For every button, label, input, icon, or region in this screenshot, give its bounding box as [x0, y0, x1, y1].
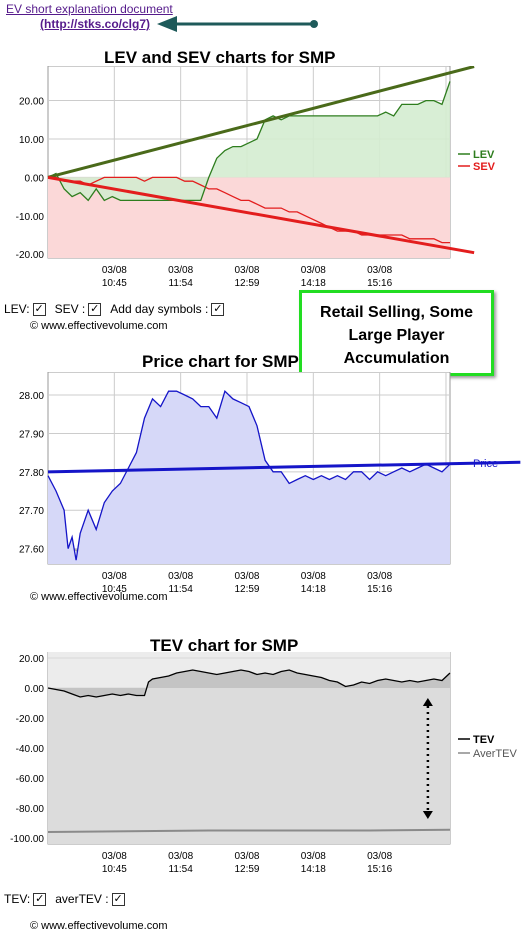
copyright-price: © www.effectivevolume.com	[30, 591, 168, 603]
sev-checkbox-label: SEV :	[54, 302, 86, 316]
add-day-symbols-label: Add day symbols :	[110, 302, 209, 316]
lev-fill	[48, 81, 450, 201]
x-tick-date: 03/08	[367, 265, 392, 276]
legend-tev: TEV	[473, 734, 495, 746]
x-tick-time: 11:54	[169, 584, 194, 595]
tev-checkbox[interactable]: ✓	[33, 892, 47, 906]
lev-sev-controls: LEV: ✓ SEV : ✓ Add day symbols : ✓	[4, 302, 225, 316]
arrow-down-icon	[422, 811, 433, 819]
trend-line-price	[47, 460, 521, 474]
price-chart: 28.00 27.90 27.80 27.70 27.60 03/08 10:45 03/08…	[19, 372, 521, 595]
tev-checkbox-label: TEV:	[4, 892, 31, 906]
x-tick-time: 14:18	[301, 864, 326, 875]
y-tick-label: 27.90	[19, 429, 44, 440]
x-tick-time: 10:45	[102, 584, 127, 595]
arrow-up-icon	[422, 698, 433, 706]
tev-chart-title: TEV chart for SMP	[150, 636, 299, 655]
y-tick-label: 28.00	[19, 391, 44, 402]
trend-line-sev	[47, 175, 475, 255]
copyright-lev-sev: © www.effectivevolume.com	[30, 320, 168, 332]
x-tick-time: 15:16	[367, 864, 392, 875]
x-tick-date: 03/08	[234, 265, 259, 276]
x-tick-time: 12:59	[234, 864, 259, 875]
x-tick-date: 03/08	[168, 851, 193, 862]
x-tick-date: 03/08	[102, 265, 127, 276]
y-tick-label: -20.00	[16, 714, 45, 725]
lev-checkbox[interactable]: ✓	[32, 302, 46, 316]
legend-avertev: AverTEV	[473, 748, 517, 760]
pointer-arrow-icon	[157, 16, 318, 32]
price-chart-title: Price chart for SMP	[142, 352, 299, 371]
callout-line-1: Retail Selling, Some	[320, 304, 473, 321]
legend-sev: SEV	[473, 161, 496, 173]
x-tick-time: 15:16	[367, 278, 392, 289]
callout-line-2: Large Player	[348, 327, 445, 344]
x-tick-date: 03/08	[301, 265, 326, 276]
lev-sev-chart: 20.00 10.00 0.00 -10.00 -20.00 03/08 10:45 03/0…	[16, 66, 496, 289]
y-tick-label: 27.60	[19, 545, 44, 556]
tev-fill	[48, 670, 450, 844]
y-tick-label: 0.00	[25, 684, 45, 695]
sev-line	[48, 176, 450, 244]
x-tick-date: 03/08	[234, 851, 259, 862]
explanation-document-link[interactable]: EV short explanation document	[6, 2, 173, 16]
x-tick-time: 10:45	[102, 864, 127, 875]
y-tick-label: -40.00	[16, 744, 45, 755]
y-tick-label: 20.00	[19, 654, 44, 665]
x-tick-date: 03/08	[102, 571, 127, 582]
avertev-line	[47, 828, 451, 833]
callout-line-3: Accumulation	[343, 350, 450, 367]
add-day-symbols-checkbox[interactable]: ✓	[211, 302, 225, 316]
lev-sev-chart-title: LEV and SEV charts for SMP	[104, 48, 336, 67]
x-tick-time: 12:59	[234, 278, 259, 289]
x-tick-date: 03/08	[367, 571, 392, 582]
x-tick-date: 03/08	[168, 571, 193, 582]
x-tick-date: 03/08	[367, 851, 392, 862]
copyright-tev: © www.effectivevolume.com	[30, 920, 168, 932]
x-tick-date: 03/08	[168, 265, 193, 276]
tev-line	[47, 669, 451, 698]
sev-checkbox[interactable]: ✓	[88, 302, 102, 316]
y-tick-label: -60.00	[16, 774, 45, 785]
y-tick-label: 27.80	[19, 468, 44, 479]
price-fill	[48, 391, 450, 564]
short-url-link[interactable]: (http://stks.co/clg7)	[40, 17, 151, 31]
tev-zero-fill	[48, 670, 450, 697]
x-tick-time: 12:59	[234, 584, 259, 595]
tev-chart: 20.00 0.00 -20.00 -40.00 -60.00 -80.00 -100.00…	[10, 652, 517, 875]
tev-controls: TEV: ✓ averTEV : ✓	[4, 892, 125, 906]
y-tick-label: -10.00	[16, 212, 45, 223]
x-tick-time: 14:18	[301, 584, 326, 595]
x-tick-time: 14:18	[301, 278, 326, 289]
x-tick-date: 03/08	[301, 851, 326, 862]
x-tick-date: 03/08	[234, 571, 259, 582]
annotation-callout: Retail Selling, Some Large Player Accumu…	[299, 290, 494, 376]
x-tick-time: 11:54	[169, 864, 194, 875]
x-tick-time: 15:16	[367, 584, 392, 595]
y-tick-label: -100.00	[10, 834, 44, 845]
y-tick-label: 10.00	[19, 135, 44, 146]
legend-lev: LEV	[473, 149, 495, 161]
legend-price: Price	[473, 458, 498, 470]
x-tick-date: 03/08	[102, 851, 127, 862]
y-tick-label: -20.00	[16, 250, 45, 261]
x-tick-date: 03/08	[301, 571, 326, 582]
avertev-checkbox[interactable]: ✓	[111, 892, 125, 906]
y-tick-label: 0.00	[25, 173, 45, 184]
price-line	[47, 389, 451, 561]
lev-checkbox-label: LEV:	[4, 302, 30, 316]
avertev-checkbox-label: averTEV :	[55, 892, 109, 906]
lev-line	[47, 81, 451, 202]
x-tick-time: 10:45	[102, 278, 127, 289]
trend-line-lev	[47, 66, 475, 179]
y-tick-label: 27.70	[19, 506, 44, 517]
y-tick-label: -80.00	[16, 804, 45, 815]
x-tick-time: 11:54	[169, 278, 194, 289]
y-tick-label: 20.00	[19, 97, 44, 108]
